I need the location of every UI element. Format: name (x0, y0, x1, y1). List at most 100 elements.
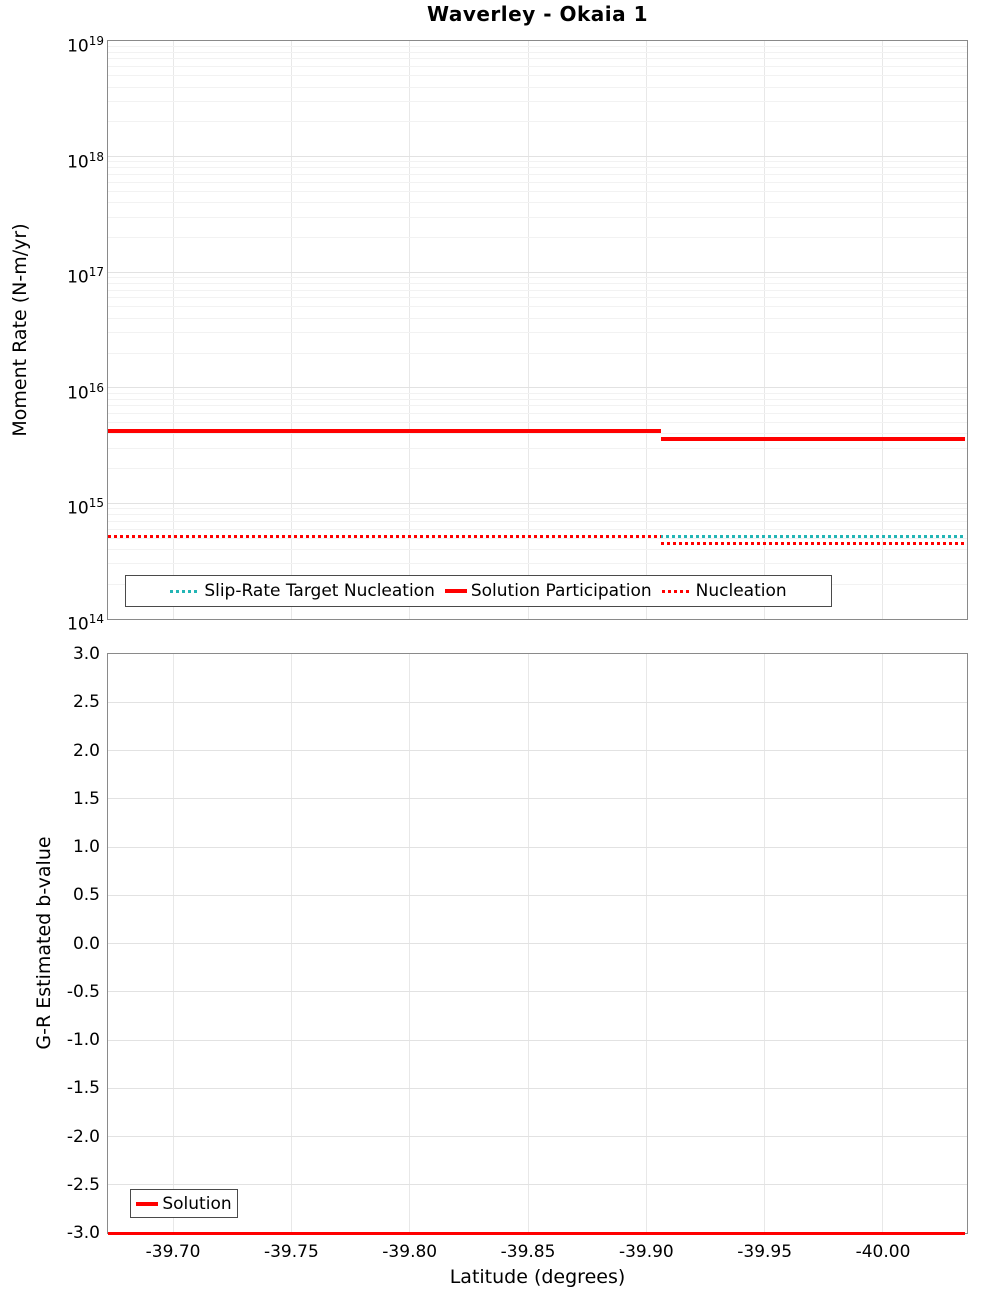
y-tick-label-b-value: 3.0 (72, 644, 100, 664)
y-tick-label-b-value: 1.0 (72, 837, 100, 857)
gridline-vertical (882, 41, 884, 619)
gridline-horizontal-minor (108, 537, 967, 539)
gridline-horizontal-minor (108, 216, 967, 218)
series-line-nucleation (108, 534, 661, 538)
series-line-solution (108, 1231, 965, 1235)
gridline-horizontal-major (108, 271, 967, 273)
b-value-plot-area (107, 653, 968, 1235)
gridline-horizontal-minor (108, 508, 967, 510)
y-tick-label-b-value: 2.0 (72, 740, 100, 761)
gridline-horizontal-minor (108, 447, 967, 449)
gridline-horizontal-minor (108, 352, 967, 354)
gridline-horizontal-minor (108, 45, 967, 47)
gridline-vertical (172, 41, 174, 619)
gridline-horizontal-minor (108, 392, 967, 394)
gridline-horizontal-minor (108, 236, 967, 238)
y-tick-label-moment-rate: 1016 (67, 380, 104, 404)
gridline-horizontal-minor (108, 468, 967, 470)
gridline-horizontal-minor (108, 398, 967, 400)
y-tick-label-moment-rate: 1019 (67, 34, 104, 57)
y-tick-label-b-value: -1.5 (66, 1078, 100, 1099)
gridline-horizontal-minor (108, 548, 967, 550)
slip-rate-target-nucleation-swatch-icon (170, 589, 201, 593)
gridline-horizontal-minor (108, 167, 967, 169)
y-tick-label-b-value: -1.0 (66, 1030, 100, 1050)
gridline-horizontal-minor (108, 86, 967, 88)
series-line-nucleation (660, 541, 965, 545)
gridline-horizontal-minor (108, 121, 967, 123)
gridline-horizontal-minor (108, 433, 967, 435)
y-tick-label-b-value: -2.0 (66, 1126, 100, 1147)
solution-participation-swatch-icon (444, 589, 467, 593)
gridline-horizontal-minor (108, 202, 967, 204)
gridline-horizontal-minor (108, 289, 967, 291)
y-tick-label-b-value: 2.5 (72, 692, 100, 713)
gridline-horizontal-major (108, 798, 967, 800)
x-tick-label-latitude: -39.80 (382, 1242, 438, 1262)
gridline-horizontal-major (108, 387, 967, 389)
gridline-horizontal-major (108, 1039, 967, 1041)
gridline-horizontal-minor (108, 66, 967, 68)
y-axis-label-moment-rate: Moment Rate (N-m/yr) (9, 223, 31, 437)
x-tick-label-latitude: -39.75 (263, 1242, 319, 1262)
gridline-horizontal-minor (108, 58, 967, 60)
legend-b-value: Solution (130, 1189, 238, 1218)
gridline-horizontal-major (108, 750, 967, 751)
gridline-horizontal-major (108, 894, 967, 896)
nucleation-swatch-icon (661, 589, 692, 593)
gridline-horizontal-minor (108, 282, 967, 284)
x-tick-label-latitude: -39.85 (500, 1242, 556, 1262)
y-tick-label-moment-rate: 1018 (67, 149, 104, 173)
gridline-horizontal-major (108, 502, 967, 504)
gridline-horizontal-minor (108, 563, 967, 565)
gridline-vertical (290, 41, 292, 619)
gridline-horizontal-minor (108, 181, 967, 183)
gridline-horizontal-major (108, 1087, 967, 1089)
legend-label: Solution (162, 1193, 232, 1214)
legend-item-slip-rate-target-nucleation: Slip-Rate Target Nucleation (170, 581, 435, 601)
gridline-horizontal-minor (108, 297, 967, 299)
x-tick-label-latitude: -39.95 (737, 1242, 793, 1262)
gridline-horizontal-minor (108, 405, 967, 407)
gridline-vertical (527, 41, 529, 619)
legend-item-nucleation: Nucleation (661, 581, 787, 601)
gridline-horizontal-minor (108, 306, 967, 308)
y-tick-label-b-value: 0.5 (72, 885, 100, 906)
gridline-vertical (409, 41, 411, 619)
gridline-horizontal-minor (108, 276, 967, 278)
chart-title: Waverley - Okaia 1 (426, 2, 649, 26)
legend-label: Nucleation (695, 581, 787, 601)
y-tick-label-moment-rate: 1015 (67, 496, 104, 520)
y-tick-label-b-value: 1.5 (72, 788, 100, 809)
gridline-horizontal-major (108, 1184, 967, 1186)
gridline-horizontal-minor (108, 514, 967, 516)
gridline-horizontal-major (108, 156, 967, 158)
moment-rate-plot-area (107, 40, 968, 620)
series-line-solution-participation (660, 437, 965, 442)
gridline-horizontal-minor (108, 332, 967, 334)
solution-swatch-icon (136, 1201, 159, 1206)
gridline-horizontal-minor (108, 75, 967, 77)
y-tick-label-b-value: 0.0 (72, 933, 100, 954)
gridline-horizontal-minor (108, 161, 967, 163)
y-tick-label-b-value: -3.0 (66, 1223, 100, 1243)
gridline-horizontal-major (108, 701, 967, 703)
gridline-horizontal-minor (108, 520, 967, 522)
y-tick-label-moment-rate: 1014 (67, 612, 104, 635)
x-tick-label-latitude: -39.90 (618, 1242, 674, 1262)
gridline-vertical (645, 41, 647, 619)
y-tick-label-b-value: -0.5 (66, 981, 100, 1002)
legend-moment-rate: Slip-Rate Target Nucleation Solution Par… (125, 575, 832, 607)
gridline-horizontal-minor (108, 528, 967, 530)
x-tick-label-latitude: -39.70 (145, 1242, 201, 1262)
x-tick-label-latitude: -40.00 (855, 1242, 911, 1262)
gridline-horizontal-minor (108, 190, 967, 192)
gridline-horizontal-major (108, 1136, 967, 1137)
legend-label: Slip-Rate Target Nucleation (204, 581, 435, 601)
series-line-solution-participation (108, 429, 661, 434)
gridline-vertical (764, 41, 766, 619)
gridline-horizontal-minor (108, 174, 967, 175)
legend-item-solution: Solution (136, 1193, 232, 1214)
gridline-horizontal-major (108, 846, 967, 848)
